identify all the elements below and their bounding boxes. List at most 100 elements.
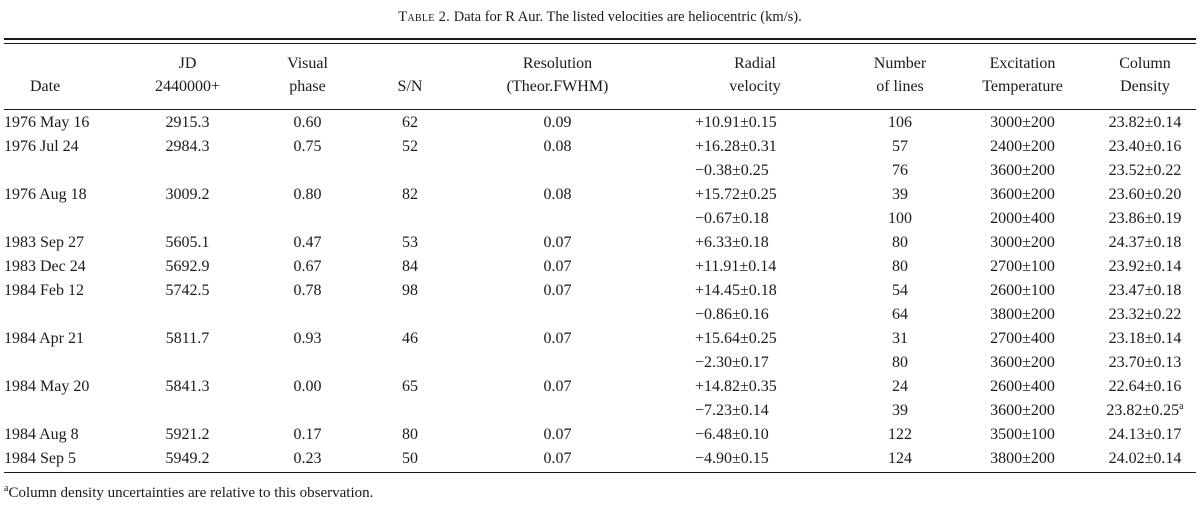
cell-velocity: +14.82±0.35 — [665, 375, 845, 399]
table-row: 1976 Aug 18 3009.2 0.80 82 0.08 +15.72±0.25 39… — [0, 183, 1200, 207]
cell-resolution — [450, 351, 665, 375]
cell-lines: 124 — [888, 450, 912, 467]
cell-phase — [245, 351, 370, 375]
cell-resolution — [450, 159, 665, 183]
table-row: 1976 Jul 24 2984.3 0.75 52 0.08 +16.28±0.31 57… — [0, 135, 1200, 159]
cell-jd — [130, 207, 245, 231]
header-phase: phase — [289, 78, 326, 95]
cell-jd: 2915.3 — [165, 114, 210, 131]
cell-date — [0, 207, 130, 231]
table-row: 1983 Dec 24 5692.9 0.67 84 0.07 +11.91±0.14 80… — [0, 255, 1200, 279]
table-footnote: aColumn density uncertainties are relati… — [4, 484, 374, 502]
cell-density: 23.70±0.13 — [1090, 351, 1200, 375]
cell-phase: 0.67 — [293, 258, 322, 275]
cell-jd — [130, 351, 245, 375]
density-value: 23.82±0.14 — [1108, 114, 1182, 131]
cell-phase: 0.23 — [293, 450, 322, 467]
cell-density: 23.60±0.20 — [1090, 183, 1200, 207]
cell-temperature: 3600±200 — [990, 402, 1055, 419]
cell-phase: 0.75 — [293, 138, 322, 155]
cell-lines: 54 — [892, 282, 908, 299]
cell-date: 1976 Aug 18 — [4, 186, 87, 203]
cell-sn: 52 — [402, 138, 418, 155]
cell-sn: 62 — [402, 114, 418, 131]
cell-resolution: 0.08 — [543, 138, 572, 155]
cell-jd: 5921.2 — [165, 426, 210, 443]
data-table: JD Visual Resolution Radial Number Excit… — [0, 52, 1200, 471]
cell-jd — [130, 159, 245, 183]
cell-lines: 106 — [888, 114, 912, 131]
cell-lines: 80 — [892, 234, 908, 251]
cell-density: 23.32±0.22 — [1090, 303, 1200, 327]
cell-phase — [245, 159, 370, 183]
cell-date: 1984 Feb 12 — [4, 282, 84, 299]
cell-date — [0, 399, 130, 423]
cell-phase — [245, 207, 370, 231]
velocity-value: +14.82±0.35 — [695, 378, 777, 395]
cell-density: 24.37±0.18 — [1090, 231, 1200, 255]
footnote-text: Column density uncertainties are relativ… — [8, 485, 374, 501]
header-resolution-top: Resolution — [522, 55, 593, 72]
density-value: 23.92±0.14 — [1108, 258, 1182, 275]
density-value: 23.70±0.13 — [1108, 354, 1182, 371]
cell-date: 1976 Jul 24 — [4, 138, 79, 155]
table-body: 1976 May 16 2915.3 0.60 62 0.09 +10.91±0.15 10… — [0, 109, 1200, 471]
cell-velocity: −0.86±0.16 — [665, 303, 845, 327]
cell-phase — [245, 303, 370, 327]
cell-velocity: +16.28±0.31 — [665, 135, 845, 159]
table-row: 1983 Sep 27 5605.1 0.47 53 0.07 +6.33±0.18 80 3… — [0, 231, 1200, 255]
density-value: 23.86±0.19 — [1108, 210, 1182, 227]
cell-lines: 39 — [892, 186, 908, 203]
table-row: 1984 Aug 8 5921.2 0.17 80 0.07 −6.48±0.10 122 3… — [0, 423, 1200, 447]
top-rule — [4, 38, 1196, 40]
cell-resolution — [450, 399, 665, 423]
cell-lines: 24 — [892, 378, 908, 395]
cell-velocity: +6.33±0.18 — [665, 231, 845, 255]
cell-sn — [370, 399, 450, 423]
cell-jd: 5949.2 — [165, 450, 210, 467]
cell-date: 1984 May 20 — [4, 378, 90, 395]
cell-temperature: 3500±100 — [990, 426, 1055, 443]
table-row: −0.86±0.16 64 3800±200 23.32±0.22 — [0, 303, 1200, 327]
cell-temperature: 2700±100 — [990, 258, 1055, 275]
cell-temperature: 2600±400 — [990, 378, 1055, 395]
top-rule-thin — [4, 43, 1196, 44]
cell-density: 23.18±0.14 — [1090, 327, 1200, 351]
header-date: Date — [30, 78, 61, 95]
cell-velocity: +15.64±0.25 — [665, 327, 845, 351]
cell-sn — [370, 351, 450, 375]
cell-lines: 31 — [892, 330, 908, 347]
cell-resolution: 0.07 — [543, 330, 572, 347]
cell-velocity: +10.91±0.15 — [665, 109, 845, 135]
table-caption: Table 2. Data for R Aur. The listed velo… — [0, 9, 1200, 26]
cell-jd — [130, 399, 245, 423]
velocity-value: +10.91±0.15 — [695, 114, 777, 131]
cell-velocity: −4.90±0.15 — [665, 447, 845, 471]
cell-temperature: 3600±200 — [990, 162, 1055, 179]
header-density: Density — [1120, 78, 1170, 95]
cell-temperature: 3000±200 — [990, 114, 1055, 131]
cell-velocity: +15.72±0.25 — [665, 183, 845, 207]
cell-lines: 57 — [892, 138, 908, 155]
header-velocity: velocity — [729, 78, 781, 95]
cell-jd: 5605.1 — [165, 234, 210, 251]
density-value: 23.18±0.14 — [1108, 330, 1182, 347]
header-phase-top: Visual — [287, 55, 328, 72]
cell-resolution: 0.09 — [543, 114, 572, 131]
table-row: −0.38±0.25 76 3600±200 23.52±0.22 — [0, 159, 1200, 183]
cell-sn — [370, 303, 450, 327]
header-velocity-top: Radial — [734, 55, 776, 72]
velocity-value: −6.48±0.10 — [695, 426, 769, 443]
cell-sn: 53 — [402, 234, 418, 251]
cell-lines: 76 — [892, 162, 908, 179]
header-lines-top: Number — [873, 55, 927, 72]
header-temperature: Temperature — [982, 78, 1063, 95]
cell-temperature: 2400±200 — [990, 138, 1055, 155]
cell-resolution — [450, 303, 665, 327]
cell-jd: 3009.2 — [165, 186, 210, 203]
cell-jd: 5742.5 — [165, 282, 210, 299]
cell-temperature: 3800±200 — [990, 450, 1055, 467]
cell-phase — [245, 399, 370, 423]
cell-sn: 80 — [402, 426, 418, 443]
bottom-rule — [4, 472, 1196, 473]
